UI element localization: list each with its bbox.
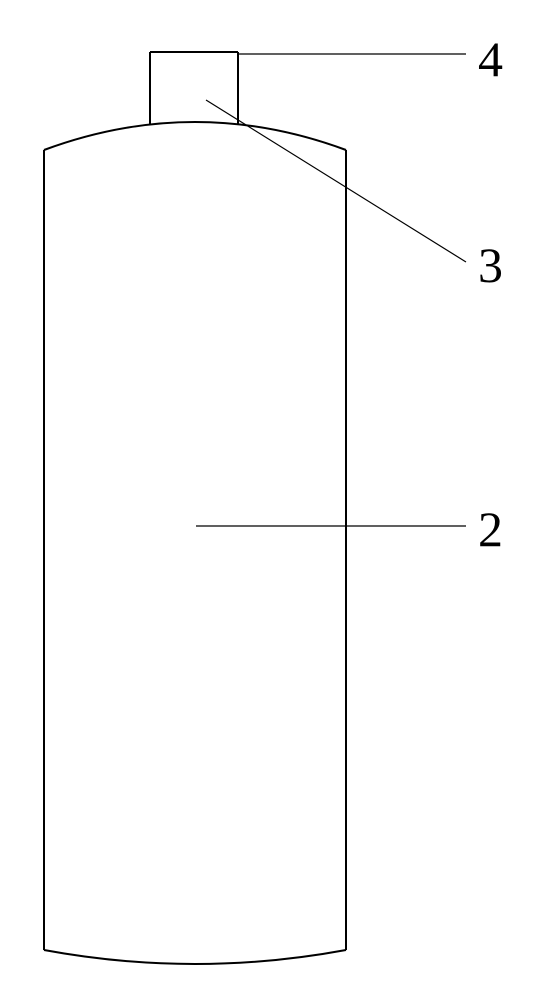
label-2: 2 bbox=[478, 500, 503, 558]
label-4: 4 bbox=[478, 30, 503, 88]
label-3: 3 bbox=[478, 236, 503, 294]
drawing-svg bbox=[0, 0, 538, 1000]
diagram-canvas: 4 3 2 bbox=[0, 0, 538, 1000]
